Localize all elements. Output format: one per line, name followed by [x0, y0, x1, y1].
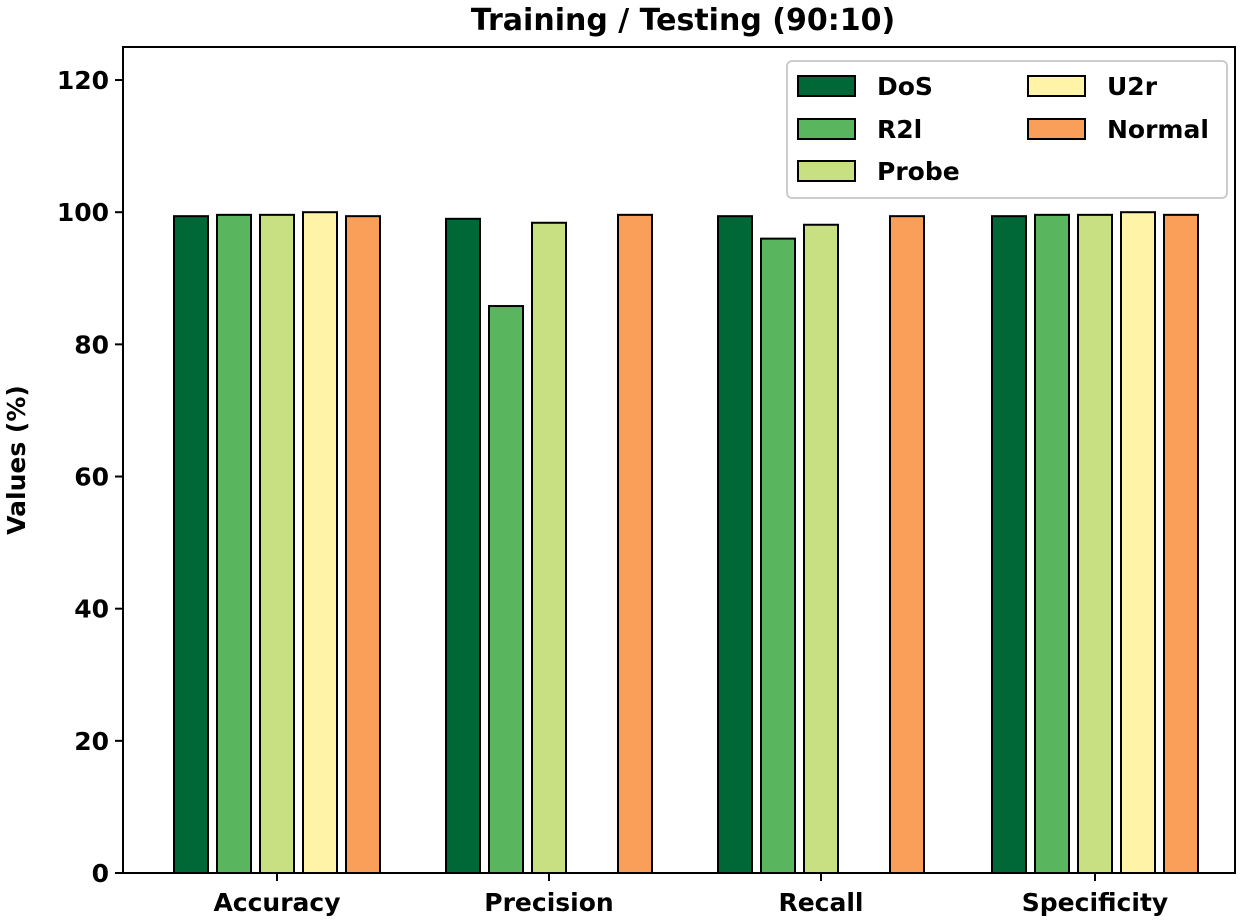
y-tick-label: 60 [74, 463, 109, 492]
bar-u2r-specificity [1120, 211, 1156, 874]
bar-r2l-accuracy [216, 213, 252, 874]
plot-frame [122, 46, 1236, 874]
legend-label-r2l: R2l [877, 115, 922, 144]
y-axis-label: Values (%) [2, 385, 31, 535]
chart-title: Training / Testing (90:10) [471, 3, 895, 38]
y-tick-label: 80 [74, 330, 109, 359]
legend-label-probe: Probe [877, 157, 960, 186]
bar-r2l-specificity [1034, 213, 1070, 874]
legend-swatch-normal [1027, 118, 1086, 140]
bar-dos-recall [717, 215, 753, 874]
bar-normal-accuracy [345, 215, 381, 874]
bar-probe-specificity [1077, 213, 1113, 874]
legend-swatch-u2r [1027, 75, 1086, 97]
bar-dos-specificity [991, 215, 1027, 874]
legend-label-u2r: U2r [1107, 72, 1158, 101]
bar-dos-precision [445, 217, 481, 875]
bar-u2r-accuracy [302, 211, 338, 874]
x-tick-label: Recall [778, 888, 863, 917]
bar-probe-recall [803, 223, 839, 875]
y-tick-label: 40 [74, 595, 109, 624]
legend-label-dos: DoS [877, 72, 933, 101]
bar-probe-precision [531, 221, 567, 874]
bar-dos-accuracy [173, 215, 209, 874]
legend-swatch-probe [797, 160, 856, 182]
legend: DoS R2l Probe U2r Normal [786, 60, 1228, 199]
legend-box [786, 60, 1228, 199]
x-tick-label: Precision [484, 888, 613, 917]
y-tick-label: 0 [92, 859, 109, 888]
y-tick-label: 120 [57, 66, 109, 95]
legend-swatch-dos [797, 75, 856, 97]
bar-normal-recall [889, 215, 925, 874]
bar-normal-specificity [1163, 213, 1199, 874]
y-tick-label: 20 [74, 727, 109, 756]
legend-swatch-r2l [797, 118, 856, 140]
bar-r2l-precision [488, 305, 524, 874]
bar-normal-precision [617, 213, 653, 874]
bar-probe-accuracy [259, 213, 295, 874]
bar-r2l-recall [760, 237, 796, 874]
x-tick-label: Specificity [1022, 888, 1168, 917]
y-tick-label: 100 [57, 198, 109, 227]
x-tick-label: Accuracy [213, 888, 340, 917]
legend-label-normal: Normal [1107, 115, 1209, 144]
plot-area: 0 20 40 60 80 100 120 Accuracy Precision Recall Sp… [57, 46, 1236, 917]
